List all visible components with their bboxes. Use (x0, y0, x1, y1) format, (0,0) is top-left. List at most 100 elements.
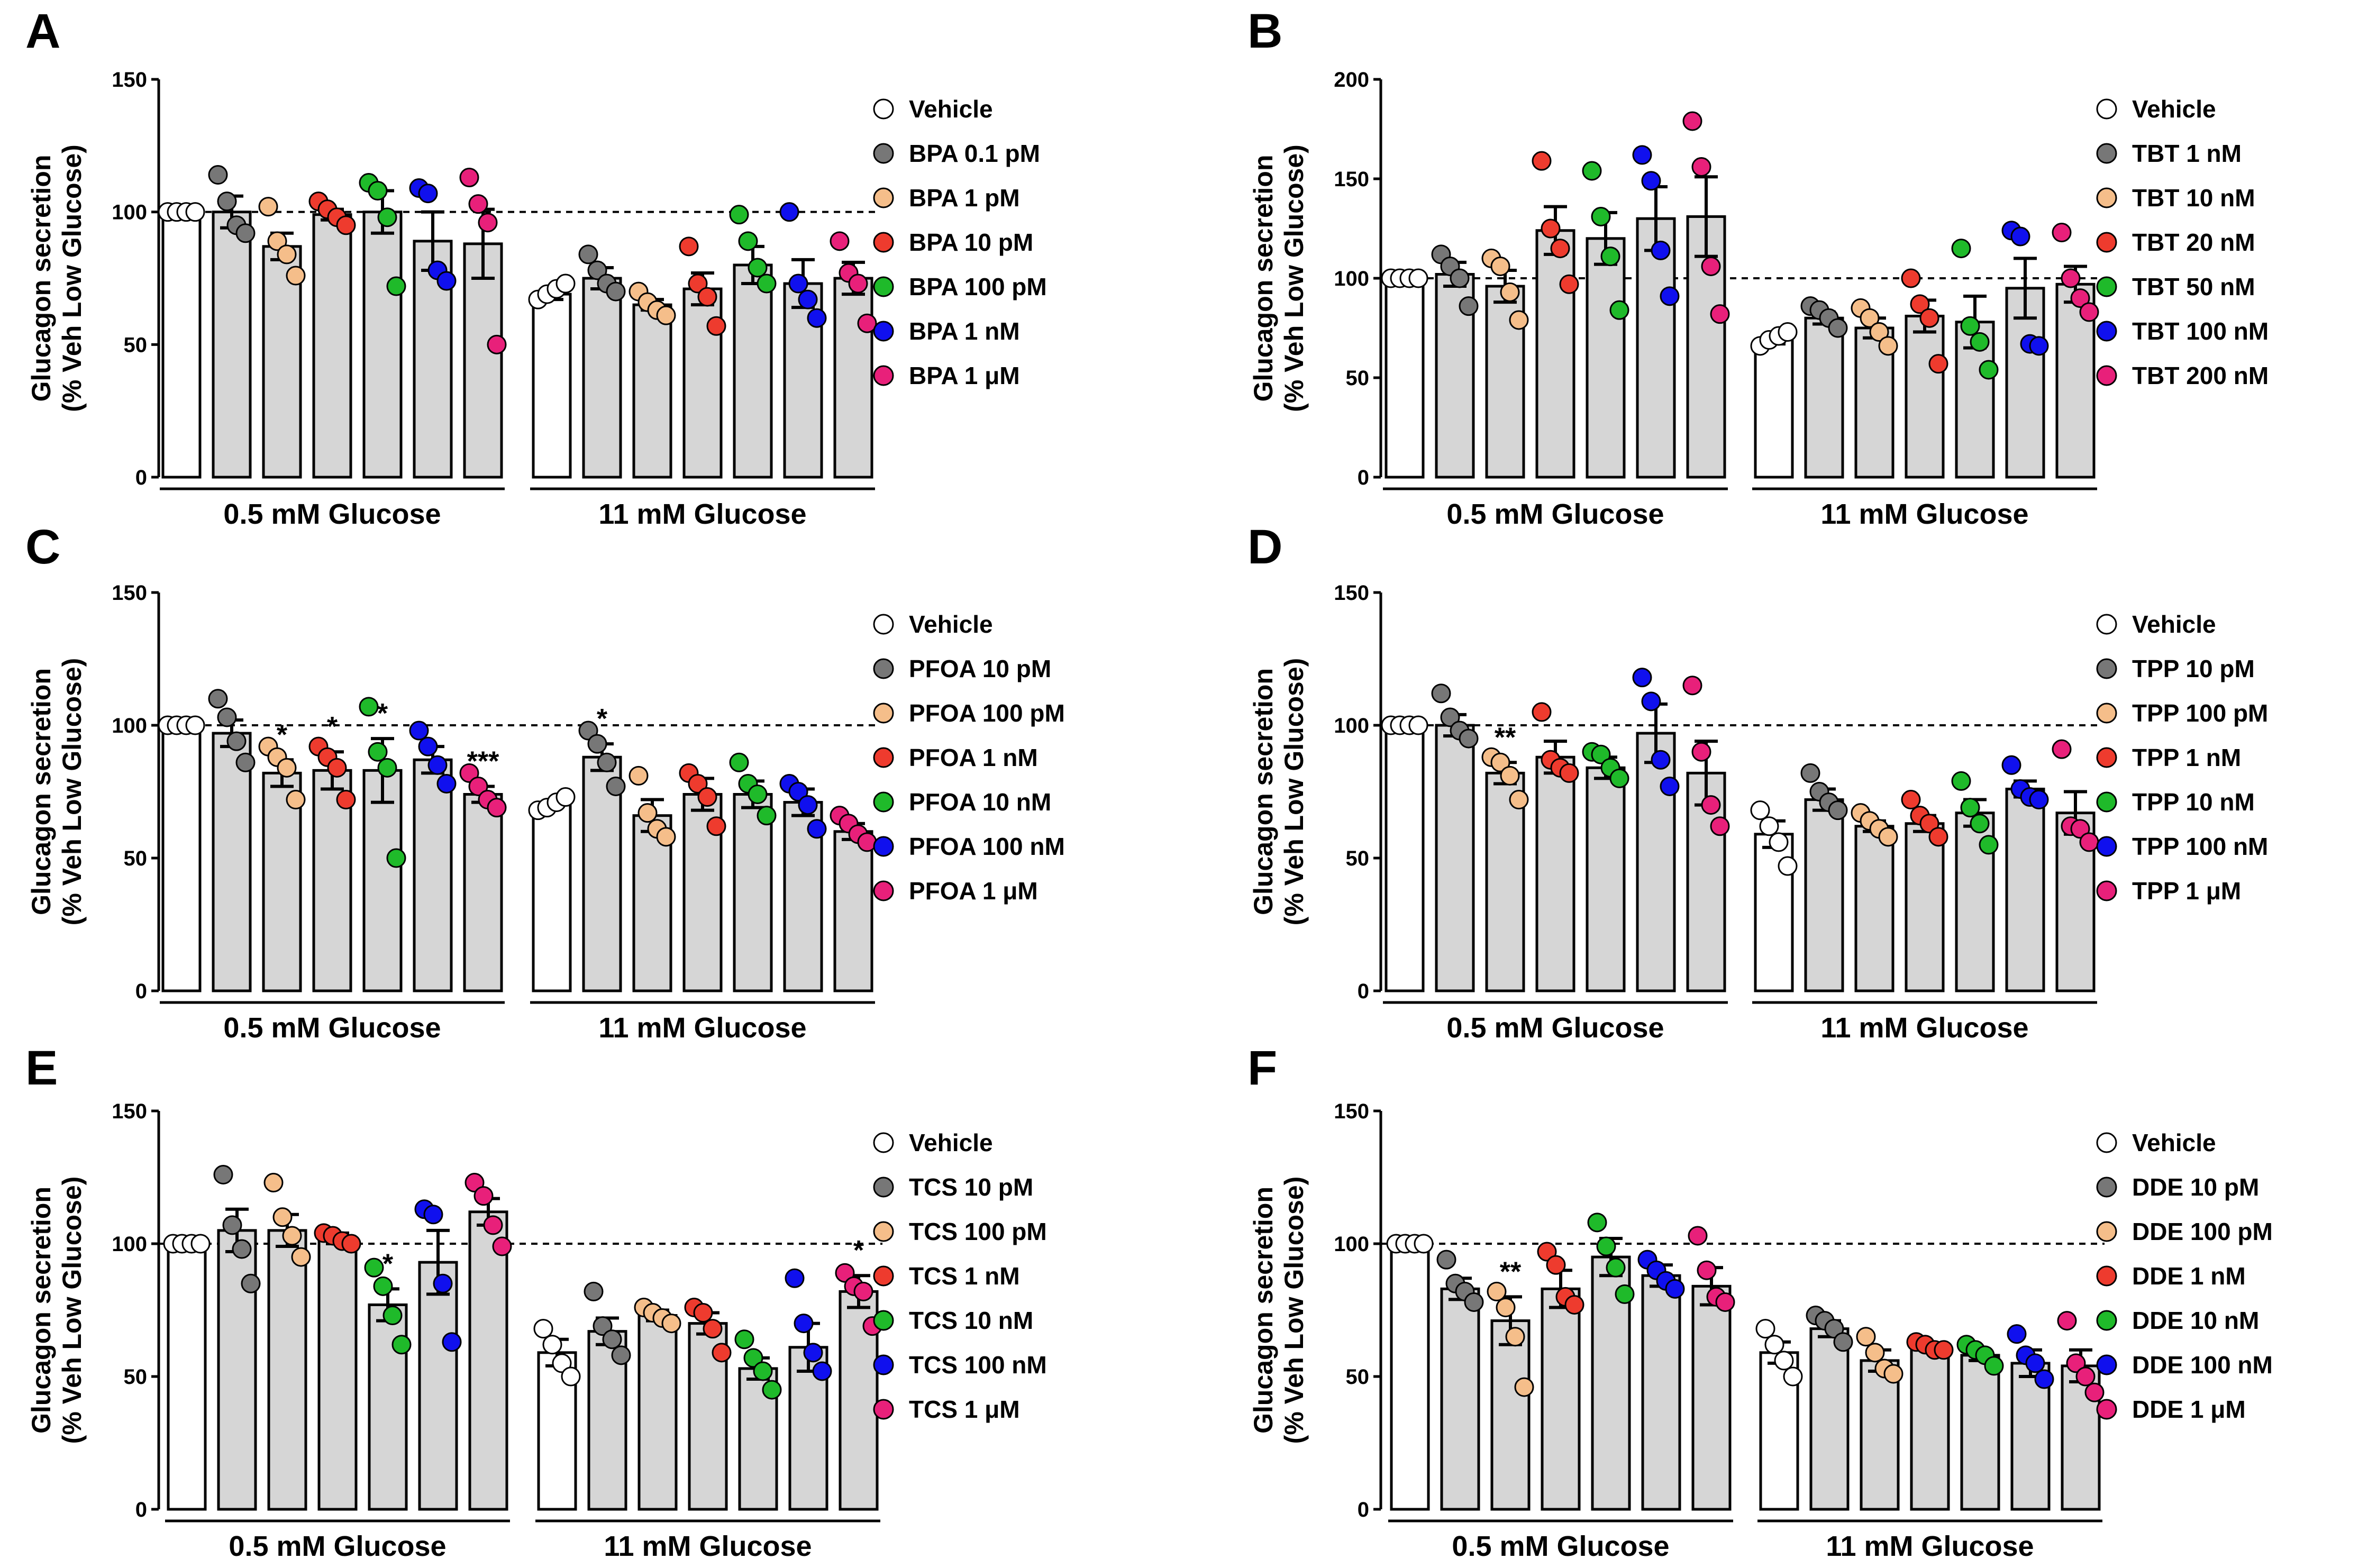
legend-marker (2096, 187, 2117, 208)
data-point (1860, 308, 1880, 328)
bar (2005, 787, 2045, 992)
legend-label: PFOA 1 μM (909, 877, 1038, 905)
data-point (364, 1257, 384, 1278)
legend-marker (873, 143, 894, 164)
legend-marker (873, 614, 894, 635)
data-point (688, 274, 708, 294)
bar (463, 793, 503, 992)
data-point (729, 752, 749, 772)
data-point (1901, 268, 1921, 288)
legend-label: TBT 200 nM (2132, 362, 2269, 389)
bar (468, 1210, 508, 1511)
y-tick-label: 150 (1334, 168, 1369, 191)
data-point (1587, 1213, 1607, 1233)
data-point (377, 207, 397, 227)
data-point (282, 1226, 302, 1246)
data-point (1951, 771, 1971, 791)
data-point (359, 697, 379, 717)
data-point (258, 197, 278, 217)
data-point (1878, 336, 1898, 356)
data-point (483, 1215, 503, 1235)
y-axis-label: Glucagon secretion (% Veh Low Glucose) (1249, 144, 1309, 412)
legend-marker (873, 321, 894, 342)
bar (1804, 316, 1844, 479)
data-point (748, 785, 768, 805)
data-point (222, 1215, 242, 1235)
data-point (584, 1281, 604, 1301)
data-point (1828, 318, 1848, 338)
y-tick-label: 0 (135, 980, 147, 1003)
legend-marker (2096, 276, 2117, 297)
y-axis-label: Glucagon secretion (% Veh Low Glucose) (1249, 1177, 1309, 1444)
legend-marker (2096, 321, 2117, 342)
data-point (232, 1239, 252, 1259)
data-point (1509, 310, 1529, 330)
data-point (1564, 1294, 1584, 1315)
legend-label: TBT 10 nM (2132, 184, 2255, 212)
data-point (1490, 752, 1510, 772)
legend-marker (873, 880, 894, 901)
group-label: 0.5 mM Glucose (1446, 1012, 1664, 1044)
legend-label: Vehicle (909, 95, 993, 123)
bar (1485, 771, 1525, 992)
bar (537, 1351, 577, 1511)
data-point (235, 752, 256, 772)
legend-marker (873, 658, 894, 679)
data-point (788, 782, 808, 801)
legend-marker (2096, 791, 2117, 813)
panel-letter: D (1247, 520, 1282, 574)
data-point (555, 787, 576, 807)
data-point (1537, 1242, 1557, 1262)
data-point (597, 752, 617, 772)
data-point (1509, 790, 1529, 810)
data-point (382, 1306, 403, 1326)
data-point (587, 734, 607, 754)
data-point (697, 287, 717, 307)
y-axis-label-line2: (% Veh Low Glucose) (57, 658, 87, 926)
bar (161, 724, 202, 992)
group-label: 0.5 mM Glucose (1446, 498, 1664, 530)
bar (833, 277, 873, 479)
legend-label: TPP 100 pM (2132, 699, 2268, 727)
y-tick-label: 150 (112, 581, 147, 605)
bar (1541, 1287, 1581, 1511)
data-point (208, 689, 228, 709)
legend-label: TBT 1 nM (2132, 140, 2242, 167)
group-label: 11 mM Glucose (604, 1530, 812, 1562)
data-point (1764, 1335, 1784, 1355)
bar (418, 1261, 458, 1511)
legend-label: TCS 1 nM (909, 1262, 1020, 1290)
data-point (1960, 798, 1980, 818)
data-point (706, 816, 726, 836)
data-point (757, 274, 777, 294)
data-point (1824, 1319, 1844, 1339)
data-point (1541, 218, 1561, 239)
data-point (1701, 795, 1721, 815)
data-point (1710, 304, 1730, 324)
data-point (2034, 1369, 2054, 1389)
data-point (409, 721, 429, 741)
panel-letter: E (25, 1041, 58, 1095)
data-point (1514, 1377, 1534, 1397)
data-point (807, 819, 827, 839)
bar (1586, 766, 1626, 992)
group-label: 0.5 mM Glucose (223, 498, 441, 530)
data-point (442, 1332, 462, 1352)
data-point (1701, 256, 1721, 276)
data-point (807, 308, 827, 328)
y-tick-label: 0 (1358, 1498, 1369, 1521)
data-point (263, 1173, 284, 1193)
group-label: 11 mM Glucose (1826, 1530, 2034, 1562)
data-point (1856, 1327, 1876, 1347)
legend-label: PFOA 1 nM (909, 744, 1038, 771)
legend-marker (2096, 614, 2117, 635)
significance-star: ** (1500, 1256, 1522, 1287)
significance-star: * (377, 698, 388, 729)
data-point (226, 731, 247, 751)
bar (733, 793, 773, 992)
legend-label: TPP 10 pM (2132, 655, 2255, 682)
bar (362, 211, 403, 479)
legend-marker (2096, 836, 2117, 857)
bar (317, 1237, 358, 1511)
y-tick-label: 50 (1346, 367, 1370, 390)
